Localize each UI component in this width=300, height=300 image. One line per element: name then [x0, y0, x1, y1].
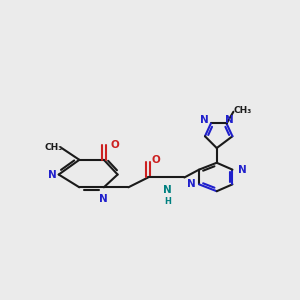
Text: N: N	[238, 165, 247, 175]
Text: H: H	[164, 196, 171, 206]
Text: N: N	[200, 115, 208, 124]
Text: N: N	[100, 194, 108, 204]
Text: O: O	[152, 155, 160, 165]
Text: N: N	[187, 179, 196, 189]
Text: N: N	[163, 185, 172, 195]
Text: CH₃: CH₃	[233, 106, 251, 115]
Text: CH₃: CH₃	[45, 142, 63, 152]
Text: N: N	[225, 115, 234, 124]
Text: N: N	[49, 169, 57, 179]
Text: O: O	[110, 140, 119, 150]
